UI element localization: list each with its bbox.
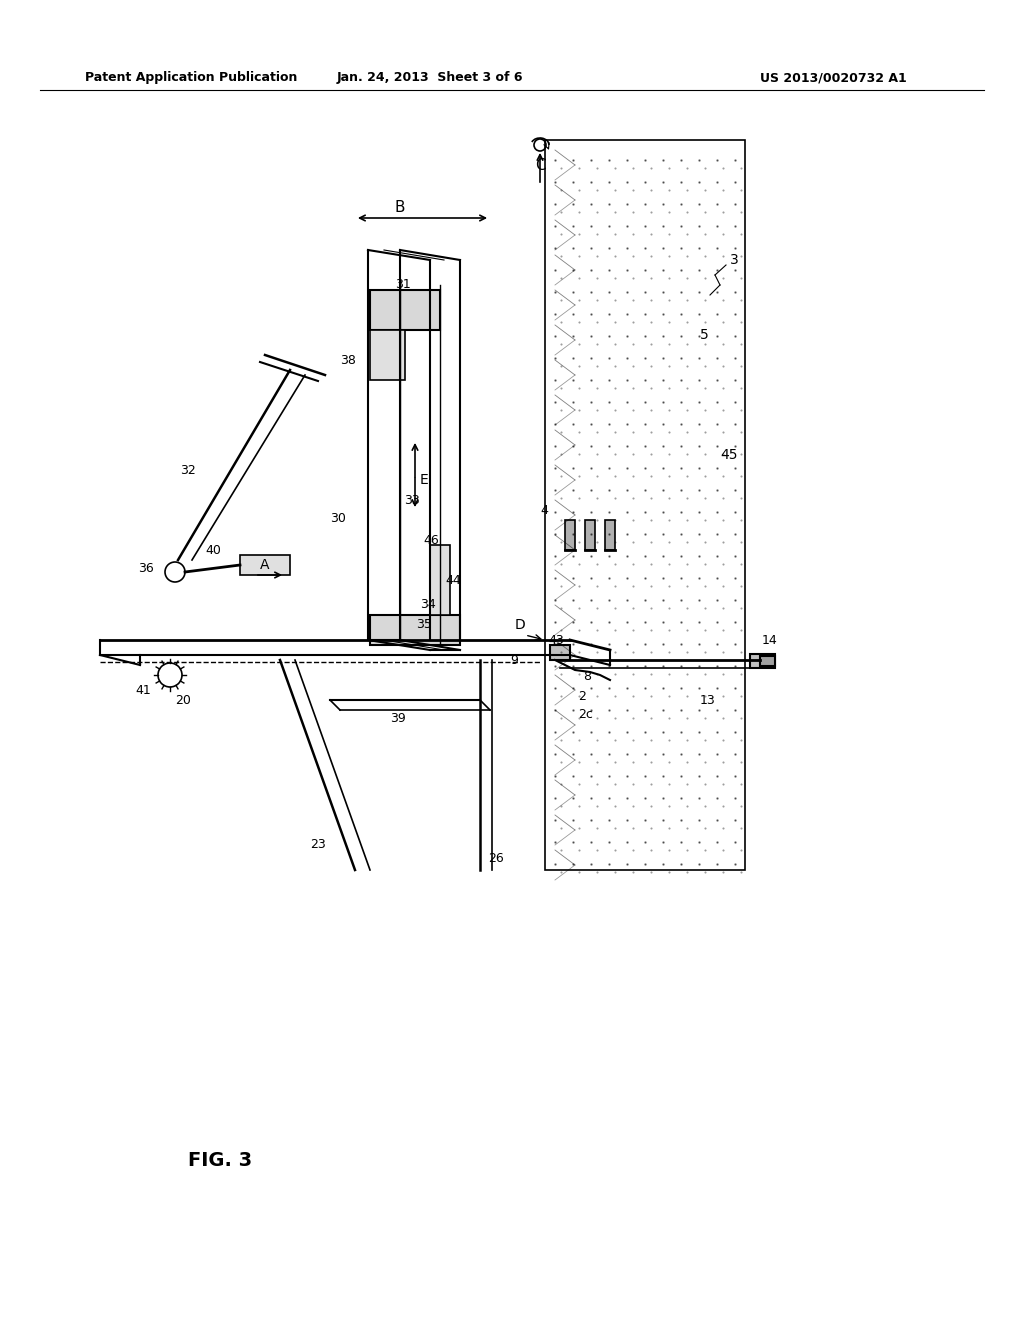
- Text: 30: 30: [330, 511, 346, 524]
- Text: 2c: 2c: [578, 709, 593, 722]
- Text: E: E: [420, 473, 429, 487]
- Text: 38: 38: [340, 354, 356, 367]
- Text: 34: 34: [420, 598, 436, 611]
- Text: 3: 3: [730, 253, 738, 267]
- Text: 45: 45: [720, 447, 737, 462]
- Text: 32: 32: [180, 463, 196, 477]
- Bar: [760, 656, 775, 667]
- Bar: [750, 653, 775, 668]
- Text: 26: 26: [488, 851, 504, 865]
- Text: 46: 46: [423, 533, 438, 546]
- Bar: [370, 330, 406, 380]
- Text: B: B: [394, 201, 406, 215]
- Text: 31: 31: [395, 279, 411, 292]
- Text: 43: 43: [548, 634, 564, 647]
- Bar: [370, 290, 440, 330]
- Text: 44: 44: [445, 573, 461, 586]
- Text: 23: 23: [310, 838, 326, 851]
- Text: 8: 8: [583, 669, 591, 682]
- Text: A: A: [260, 558, 269, 572]
- Text: D: D: [515, 618, 525, 632]
- Text: 14: 14: [762, 634, 778, 647]
- Text: 13: 13: [700, 693, 716, 706]
- Text: 33: 33: [404, 494, 420, 507]
- Bar: [605, 520, 615, 550]
- Text: 36: 36: [138, 561, 154, 574]
- Text: 4: 4: [540, 503, 548, 516]
- Bar: [370, 615, 460, 645]
- Text: US 2013/0020732 A1: US 2013/0020732 A1: [760, 71, 906, 84]
- Bar: [550, 645, 570, 660]
- Bar: [430, 545, 450, 615]
- Text: Jan. 24, 2013  Sheet 3 of 6: Jan. 24, 2013 Sheet 3 of 6: [337, 71, 523, 84]
- Text: Patent Application Publication: Patent Application Publication: [85, 71, 297, 84]
- Bar: [585, 520, 595, 550]
- Bar: [565, 520, 575, 550]
- Text: 40: 40: [205, 544, 221, 557]
- Text: 20: 20: [175, 693, 190, 706]
- Text: FIG. 3: FIG. 3: [188, 1151, 252, 1170]
- Text: 5: 5: [700, 327, 709, 342]
- Text: 2: 2: [578, 690, 586, 704]
- Text: 35: 35: [416, 619, 432, 631]
- Text: 39: 39: [390, 711, 406, 725]
- Text: 41: 41: [135, 684, 151, 697]
- Text: C: C: [535, 157, 546, 173]
- Bar: [240, 554, 290, 576]
- Text: 9: 9: [510, 653, 518, 667]
